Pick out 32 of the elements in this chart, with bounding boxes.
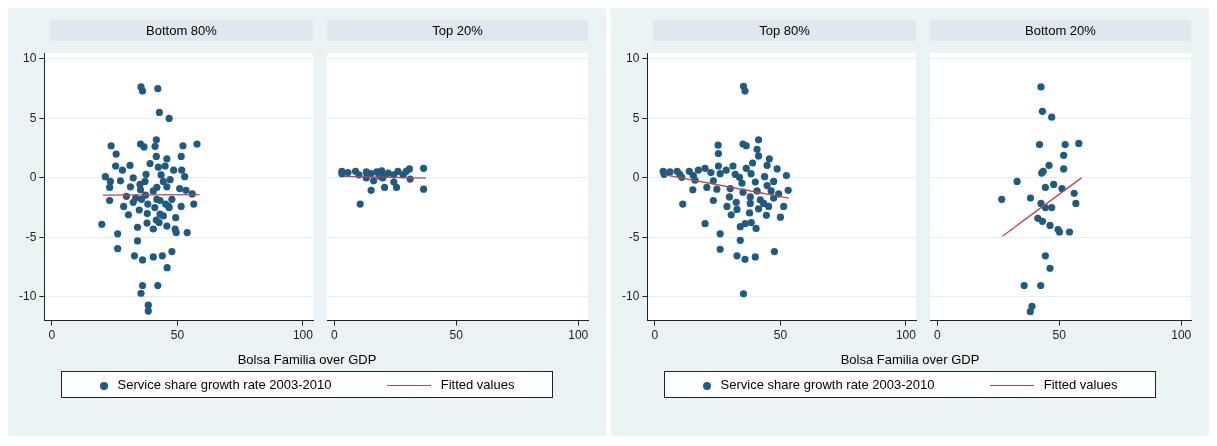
x-tick-label: 0 <box>330 328 338 343</box>
x-tick-label: 0 <box>651 328 659 343</box>
legend-label: Service share growth rate 2003-2010 <box>720 377 935 392</box>
x-tick-label: 100 <box>1171 328 1192 343</box>
y-tick-label: -5 <box>25 229 37 244</box>
y-tick-label: -10 <box>622 289 640 304</box>
x-tick-label: 100 <box>292 328 314 343</box>
x-axis-title: Bolsa Familia over GDP <box>839 352 981 367</box>
legend-label: Fitted values <box>1043 377 1118 392</box>
x-tick-label: 100 <box>568 328 589 343</box>
x-tick-label: 50 <box>170 328 185 343</box>
x-tick-label: 100 <box>895 328 917 343</box>
y-tick-label: -5 <box>628 229 640 244</box>
y-tick-label: 0 <box>632 170 640 185</box>
chart-title: Bottom 20% <box>930 20 1191 41</box>
chart-title: Bottom 80% <box>50 20 313 41</box>
x-axis-title: Bolsa Familia over GDP <box>236 352 378 367</box>
y-tick-label: -10 <box>19 289 37 304</box>
y-tick-label: 0 <box>29 170 37 185</box>
x-tick-label: 50 <box>773 328 788 343</box>
x-tick-label: 0 <box>48 328 56 343</box>
x-tick-label: 50 <box>449 328 464 343</box>
legend-label: Fitted values <box>440 377 515 392</box>
x-tick-label: 50 <box>1052 328 1067 343</box>
chart-title: Top 80% <box>653 20 916 41</box>
chart-title: Top 20% <box>327 20 588 41</box>
y-tick-label: 5 <box>29 110 37 125</box>
x-tick-label: 0 <box>933 328 941 343</box>
y-tick-label: 10 <box>625 51 640 66</box>
y-tick-label: 5 <box>632 110 640 125</box>
legend-label: Service share growth rate 2003-2010 <box>117 377 332 392</box>
y-tick-label: 10 <box>22 51 37 66</box>
